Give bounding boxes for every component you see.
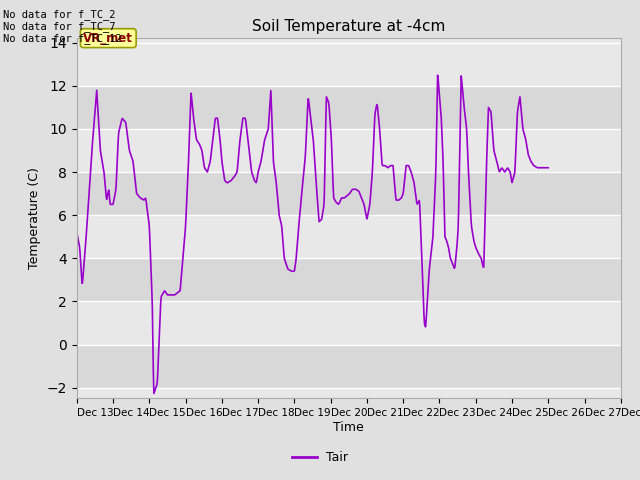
Legend: Tair: Tair — [287, 446, 353, 469]
Bar — [77, 129, 621, 172]
Y-axis label: Temperature (C): Temperature (C) — [28, 168, 41, 269]
Bar — [77, 301, 621, 345]
Bar — [77, 172, 621, 215]
Bar — [77, 215, 621, 258]
Bar — [77, 86, 621, 129]
X-axis label: Time: Time — [333, 421, 364, 434]
Bar — [77, 43, 621, 86]
Text: No data for f_TC_2: No data for f_TC_2 — [3, 9, 116, 20]
Bar — [77, 345, 621, 388]
Bar — [77, 258, 621, 301]
Text: VR_met: VR_met — [83, 32, 133, 45]
Text: No data for f_TC_12: No data for f_TC_12 — [3, 33, 122, 44]
Title: Soil Temperature at -4cm: Soil Temperature at -4cm — [252, 20, 445, 35]
Text: No data for f_TC_7: No data for f_TC_7 — [3, 21, 116, 32]
